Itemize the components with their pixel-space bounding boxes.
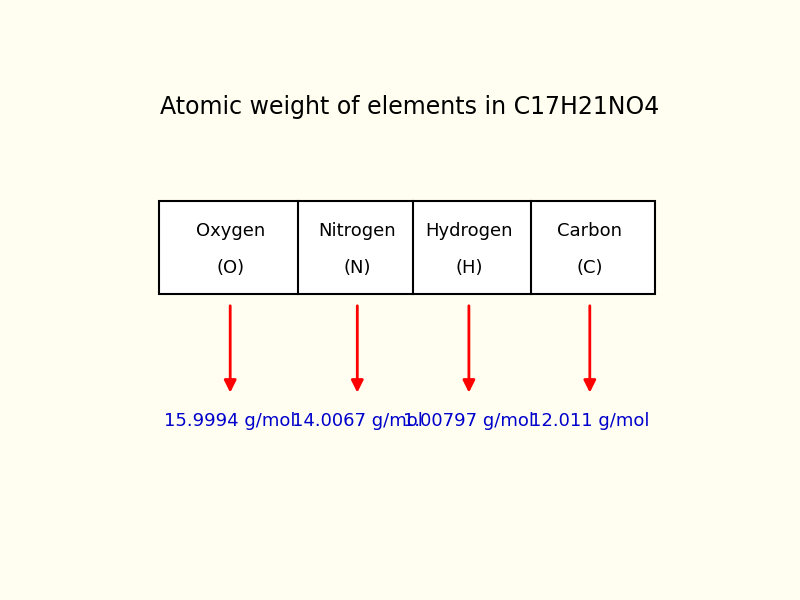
Text: 1.00797 g/mol: 1.00797 g/mol xyxy=(403,412,534,430)
Text: Nitrogen: Nitrogen xyxy=(318,222,396,240)
Text: Atomic weight of elements in C17H21NO4: Atomic weight of elements in C17H21NO4 xyxy=(160,95,660,119)
Text: Carbon: Carbon xyxy=(558,222,622,240)
Text: (C): (C) xyxy=(577,259,603,277)
Text: 12.011 g/mol: 12.011 g/mol xyxy=(530,412,650,430)
Text: (O): (O) xyxy=(216,259,244,277)
Text: Oxygen: Oxygen xyxy=(195,222,265,240)
Text: 15.9994 g/mol: 15.9994 g/mol xyxy=(165,412,296,430)
Text: (N): (N) xyxy=(343,259,371,277)
Text: Hydrogen: Hydrogen xyxy=(425,222,513,240)
Text: 14.0067 g/mol: 14.0067 g/mol xyxy=(292,412,422,430)
Text: (H): (H) xyxy=(455,259,482,277)
FancyBboxPatch shape xyxy=(159,202,655,294)
